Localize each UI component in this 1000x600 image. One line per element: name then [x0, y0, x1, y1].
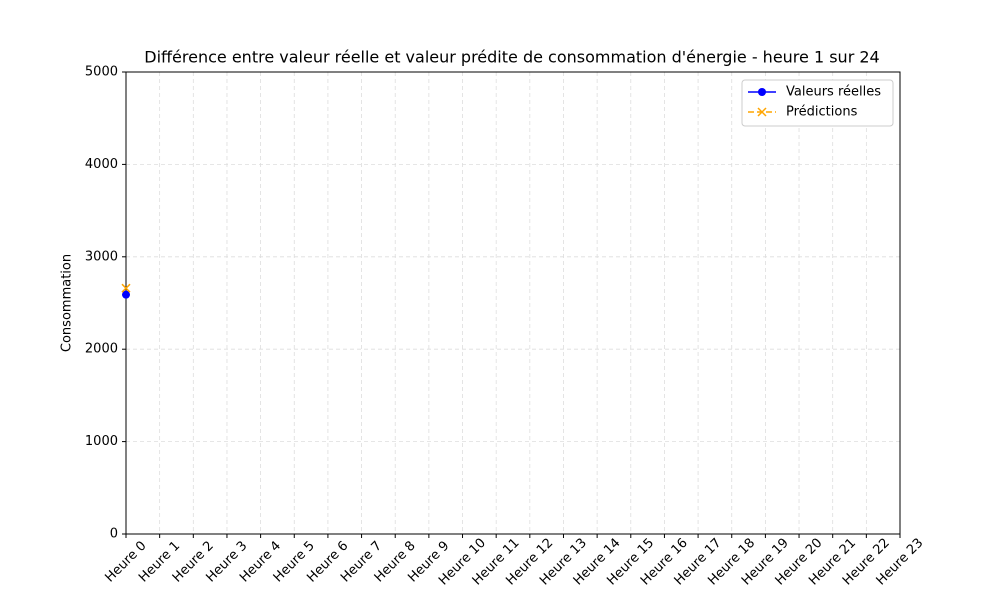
y-axis-label: Consommation: [60, 254, 75, 352]
legend-label: Valeurs réelles: [786, 85, 881, 100]
y-tick-label: 0: [110, 527, 118, 542]
y-tick-label: 4000: [85, 157, 118, 172]
marker: [758, 88, 766, 96]
y-tick-label: 3000: [85, 249, 118, 264]
plot-frame: [125, 71, 901, 535]
marker: [757, 107, 767, 117]
marker: [121, 283, 131, 293]
legend-box: [741, 79, 894, 127]
y-tick-label: 1000: [85, 434, 118, 449]
y-tick-label: 5000: [85, 65, 118, 80]
y-tick-label: 2000: [85, 342, 118, 357]
marker: [122, 290, 130, 299]
legend-label: Prédictions: [786, 105, 858, 120]
chart-title: Différence entre valeur réelle et valeur…: [144, 48, 879, 67]
